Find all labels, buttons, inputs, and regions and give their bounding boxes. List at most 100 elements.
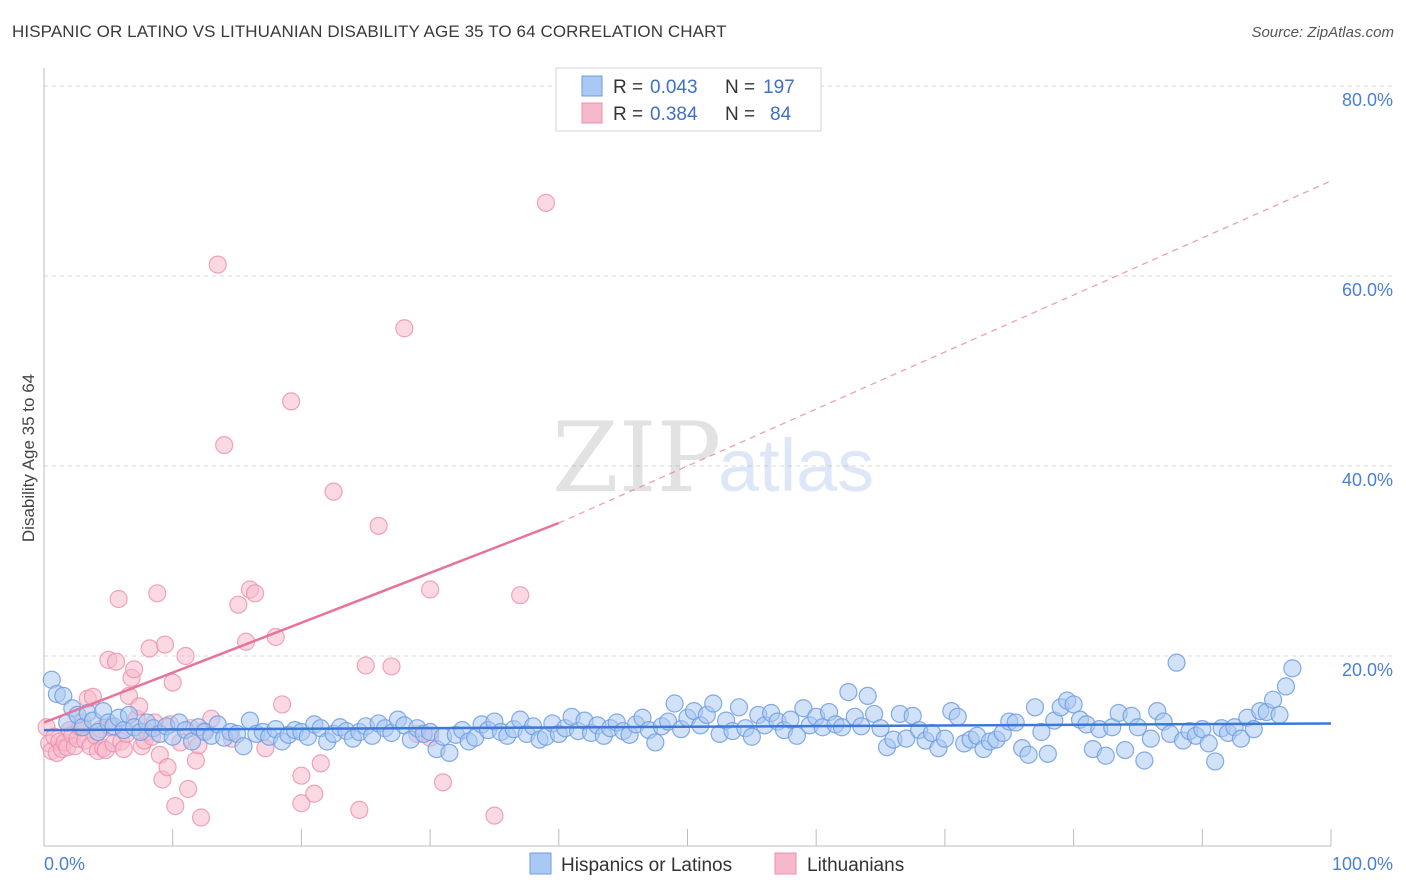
point-hispanics [1006, 713, 1025, 732]
point-lithuanians [229, 595, 248, 614]
y-tick-label-20: 20.0% [1342, 660, 1393, 680]
y-tick-label-40: 40.0% [1342, 470, 1393, 490]
chart-title: HISPANIC OR LATINO VS LITHUANIAN DISABIL… [12, 22, 727, 41]
legend-n-label-hispanics: N = [725, 77, 755, 98]
x-tick-marks [172, 829, 1332, 846]
y-axis-title: Disability Age 35 to 64 [19, 374, 38, 542]
legend-swatch-lithuanians [581, 102, 603, 124]
legend-n-value-hispanics: 197 [763, 77, 795, 98]
point-hispanics [1141, 729, 1160, 748]
point-lithuanians [215, 436, 234, 455]
trend-lines [43, 180, 1332, 732]
series-hispanics [42, 653, 1302, 771]
point-hispanics [858, 686, 877, 706]
point-lithuanians [245, 584, 265, 603]
y-tick-label-80: 80.0% [1342, 90, 1393, 110]
point-hispanics [729, 698, 749, 717]
point-hispanics [794, 699, 813, 718]
bottom-legend-label-lithuanians[interactable]: Lithuanians [807, 855, 904, 876]
point-lithuanians [350, 800, 369, 820]
point-lithuanians [148, 584, 167, 603]
point-lithuanians [511, 586, 530, 605]
point-hispanics [839, 682, 858, 702]
point-hispanics [1283, 659, 1302, 678]
point-lithuanians [305, 784, 324, 803]
point-hispanics [665, 694, 684, 713]
point-lithuanians [369, 516, 388, 535]
legend-r-value-hispanics: 0.043 [650, 77, 698, 98]
trend-line-lithuanians-projection [558, 180, 1332, 524]
point-lithuanians [163, 673, 182, 692]
correlation-legend: R = 0.043 N = 197 R = 0.384 N = 84 [555, 67, 822, 132]
point-hispanics [1128, 718, 1148, 737]
bottom-legend-swatch-hispanics[interactable] [529, 852, 552, 875]
point-hispanics [1019, 745, 1038, 764]
legend-r-label-lithuanians: R = [613, 104, 643, 125]
point-lithuanians [124, 660, 144, 679]
legend-n-value-lithuanians: 84 [770, 104, 792, 125]
point-lithuanians [140, 639, 159, 658]
point-hispanics [234, 737, 253, 756]
y-tick-labels: 20.0% 40.0% 60.0% 80.0% [1342, 90, 1393, 680]
legend-r-label-hispanics: R = [613, 77, 643, 98]
point-hispanics [1032, 722, 1051, 742]
point-hispanics [1038, 744, 1057, 763]
point-lithuanians [106, 652, 126, 671]
watermark: ZIP atlas [552, 402, 874, 514]
point-lithuanians [536, 193, 556, 212]
point-lithuanians [176, 646, 195, 666]
point-lithuanians [155, 635, 175, 654]
trend-line-hispanics [43, 722, 1332, 732]
point-hispanics [871, 719, 890, 738]
point-hispanics [704, 694, 723, 713]
point-hispanics [1270, 705, 1289, 725]
point-hispanics [742, 727, 761, 746]
point-hispanics [1263, 690, 1283, 709]
point-hispanics [781, 710, 800, 729]
y-tick-label-60: 60.0% [1342, 280, 1393, 300]
point-lithuanians [311, 754, 330, 773]
x-tick-label-min: 0.0% [44, 854, 85, 874]
point-hispanics [935, 729, 955, 748]
point-hispanics [1199, 734, 1218, 753]
x-tick-label-max: 100.0% [1332, 854, 1393, 874]
legend-swatch-hispanics [581, 75, 603, 97]
legend-r-value-lithuanians: 0.384 [650, 104, 698, 125]
point-lithuanians [433, 773, 453, 792]
point-hispanics [54, 686, 73, 706]
gridlines [44, 85, 1393, 657]
point-lithuanians [109, 589, 128, 609]
point-hispanics [1276, 677, 1296, 696]
point-lithuanians [282, 392, 301, 411]
point-lithuanians [292, 794, 311, 813]
bottom-legend-label-hispanics[interactable]: Hispanics or Latinos [561, 855, 732, 876]
point-lithuanians [114, 739, 133, 759]
point-lithuanians [421, 580, 440, 599]
watermark-atlas: atlas [718, 424, 874, 507]
point-lithuanians [324, 482, 343, 501]
point-lithuanians [382, 657, 401, 676]
point-hispanics [1064, 695, 1083, 714]
point-lithuanians [395, 319, 414, 338]
point-hispanics [948, 707, 967, 726]
point-lithuanians [272, 695, 292, 714]
point-hispanics [1096, 746, 1115, 765]
point-hispanics [440, 743, 459, 763]
point-lithuanians [166, 796, 185, 816]
point-lithuanians [158, 758, 177, 777]
point-hispanics [1206, 752, 1225, 771]
point-lithuanians [191, 808, 211, 827]
point-hispanics [1025, 698, 1045, 717]
point-lithuanians [179, 779, 198, 799]
point-lithuanians [292, 766, 311, 785]
watermark-zip: ZIP [552, 402, 721, 514]
point-lithuanians [485, 806, 504, 825]
point-hispanics [897, 729, 916, 748]
point-lithuanians [186, 751, 205, 770]
bottom-legend-swatch-lithuanians[interactable] [774, 852, 797, 875]
point-lithuanians [356, 656, 375, 675]
point-hispanics [1135, 751, 1154, 770]
point-hispanics [1167, 653, 1186, 672]
trend-line-lithuanians [43, 521, 560, 724]
point-hispanics [1231, 729, 1251, 748]
